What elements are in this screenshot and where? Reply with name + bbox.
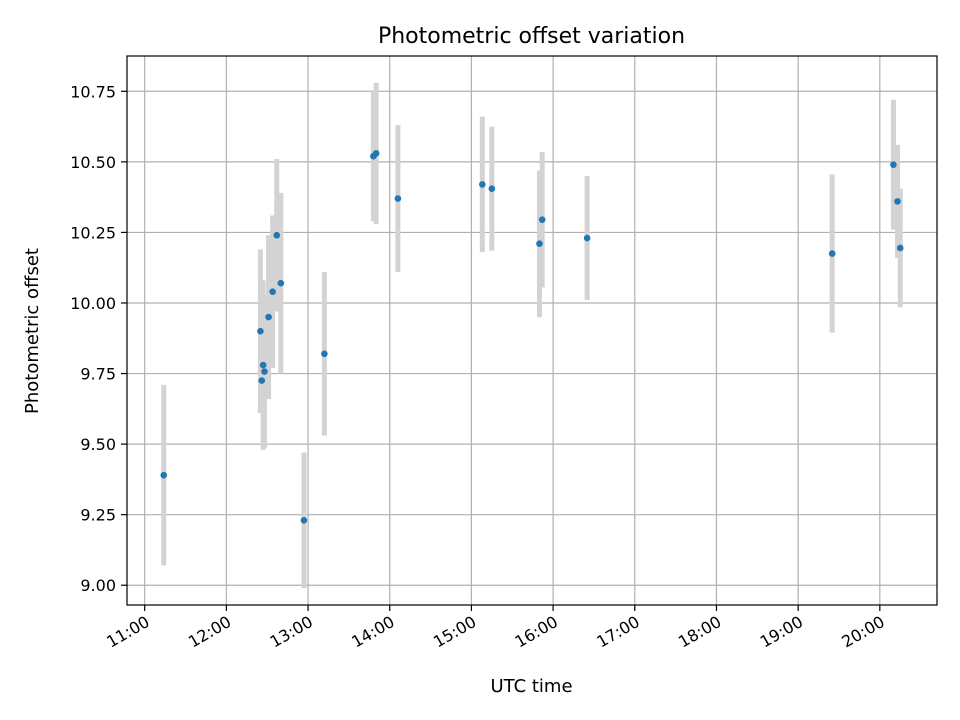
x-axis-label: UTC time <box>490 676 572 697</box>
data-point <box>261 368 268 375</box>
data-point <box>896 244 904 252</box>
data-point <box>269 288 276 295</box>
data-point <box>536 240 543 248</box>
y-tick-label: 10.75 <box>70 82 116 101</box>
data-point <box>257 327 264 335</box>
data-point <box>894 198 901 205</box>
data-point <box>394 195 402 202</box>
data-point <box>479 181 486 188</box>
y-tick-label: 10.25 <box>70 223 116 242</box>
plot-frame <box>126 55 938 606</box>
chart-title: Photometric offset variation <box>378 24 685 49</box>
y-axis: 9.00 9.25 9.50 9.75 10.00 10.25 10.50 10.75 <box>70 82 127 595</box>
plot-area <box>127 56 937 605</box>
data-point <box>160 471 168 479</box>
data-point <box>828 250 836 257</box>
data-point <box>583 234 591 242</box>
data-point <box>890 161 897 168</box>
y-tick-label: 9.50 <box>80 435 116 454</box>
data-point <box>277 279 285 287</box>
data-point <box>321 350 328 358</box>
data-point <box>258 377 266 384</box>
y-tick-label: 9.00 <box>80 576 116 595</box>
data-point <box>300 517 308 524</box>
y-axis-label: Photometric offset <box>22 248 43 414</box>
y-tick-label: 9.75 <box>80 365 116 384</box>
y-tick-label: 10.50 <box>70 153 116 172</box>
data-point <box>265 313 272 321</box>
data-points <box>160 150 904 524</box>
grid <box>127 56 937 605</box>
data-point <box>488 185 496 192</box>
y-tick-label: 9.25 <box>80 506 116 525</box>
data-point <box>273 231 281 239</box>
data-point <box>259 361 267 369</box>
y-tick-label: 10.00 <box>70 294 116 313</box>
data-point <box>538 216 546 224</box>
data-point <box>372 150 380 157</box>
